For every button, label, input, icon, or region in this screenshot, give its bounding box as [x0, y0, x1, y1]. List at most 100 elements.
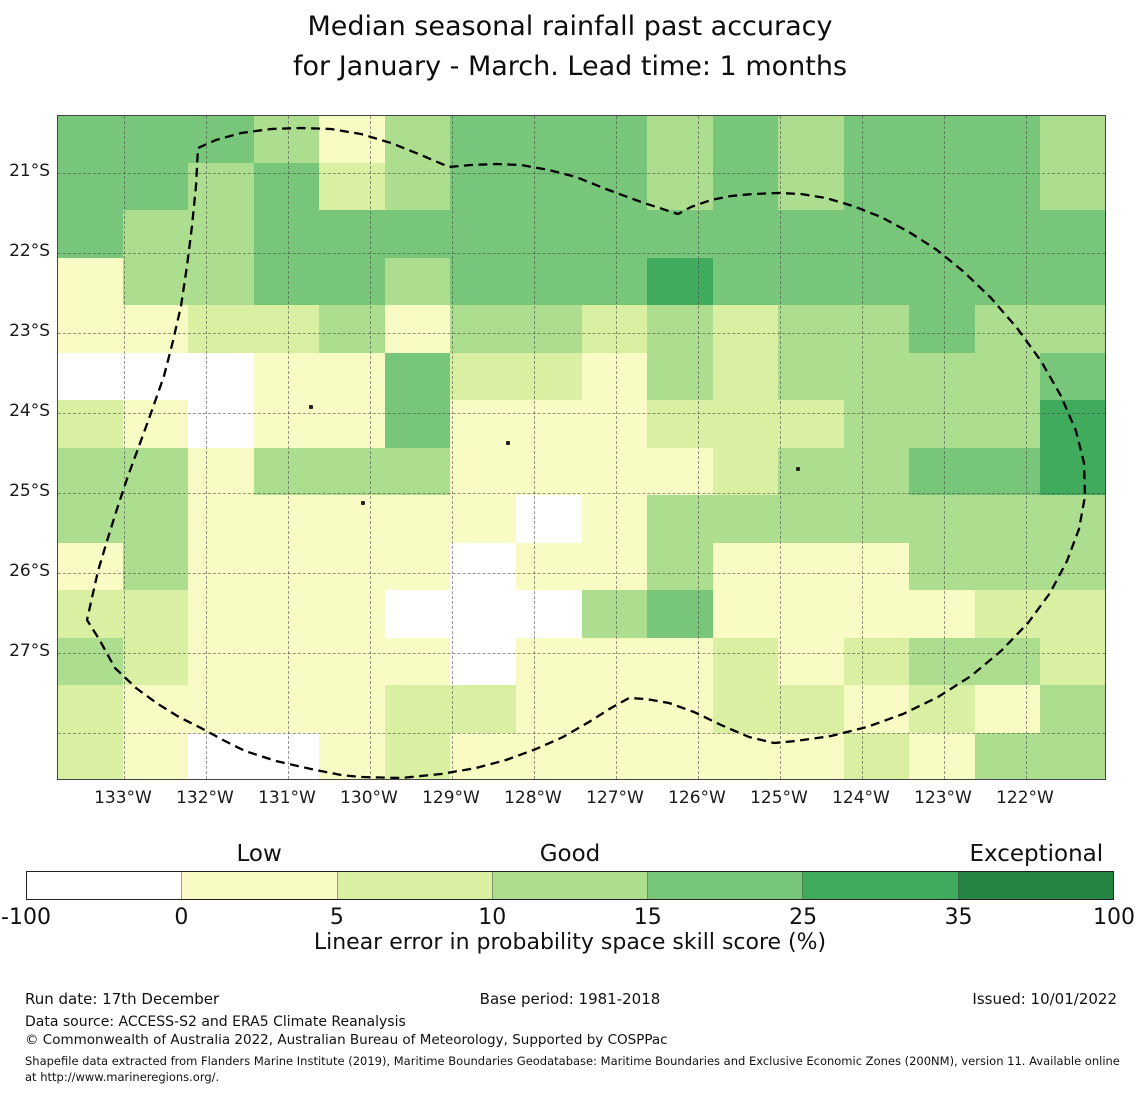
heatmap-cell: [647, 447, 715, 497]
heatmap-cell: [515, 257, 583, 307]
heatmap-cell: [122, 542, 190, 592]
heatmap-cell: [450, 542, 518, 592]
longitude-gridline: [698, 116, 699, 779]
heatmap-cell: [253, 590, 321, 639]
heatmap-cell: [909, 305, 977, 354]
heatmap-cell: [122, 352, 190, 402]
heatmap-cell: [843, 305, 911, 354]
heatmap-cell: [843, 495, 911, 544]
heatmap-cell: [319, 352, 387, 402]
heatmap-cell: [778, 732, 846, 779]
colorbar-tick-label: 100: [1093, 905, 1135, 930]
heatmap-cell: [843, 257, 911, 307]
heatmap-cell: [1040, 637, 1105, 687]
heatmap-cell: [712, 542, 780, 592]
heatmap-cell: [712, 400, 780, 449]
colorbar-tick-label: 5: [329, 905, 344, 930]
heatmap-cell: [450, 637, 518, 687]
heatmap-cell: [1040, 542, 1105, 592]
run-date-text: Run date: 17th December: [25, 990, 220, 1008]
latitude-tick-label: 26°S: [9, 561, 50, 581]
heatmap-cell: [647, 116, 715, 164]
heatmap-cell: [515, 590, 583, 639]
heatmap-cell: [778, 400, 846, 449]
heatmap-cell: [253, 495, 321, 544]
heatmap-cell: [253, 732, 321, 779]
colorbar-segment: [27, 872, 183, 899]
heatmap-cell: [909, 210, 977, 259]
heatmap-cell: [515, 447, 583, 497]
map-artifact-speck: [796, 467, 800, 471]
colorbar-tick-label: 15: [633, 905, 662, 930]
colorbar: [26, 871, 1114, 900]
colorbar-tick-label: 25: [789, 905, 818, 930]
heatmap-cell: [188, 210, 256, 259]
latitude-tick-label: 22°S: [9, 241, 50, 261]
heatmap-cell: [1040, 732, 1105, 779]
heatmap-cell: [778, 447, 846, 497]
base-period-text: Base period: 1981-2018: [479, 990, 661, 1008]
heatmap-cell: [1040, 447, 1105, 497]
heatmap-cell: [843, 210, 911, 259]
latitude-gridline: [58, 333, 1105, 334]
latitude-tick-label: 24°S: [9, 401, 50, 421]
colorbar-tick-label: 0: [174, 905, 189, 930]
heatmap-cell: [188, 447, 256, 497]
heatmap-cell: [188, 732, 256, 779]
latitude-gridline: [58, 493, 1105, 494]
heatmap-cell: [384, 400, 452, 449]
longitude-tick-label: 132°W: [176, 788, 234, 808]
heatmap-cell: [58, 447, 125, 497]
heatmap-cell: [974, 495, 1042, 544]
heatmap-cell: [712, 590, 780, 639]
heatmap-cell: [712, 352, 780, 402]
latitude-gridline: [58, 413, 1105, 414]
heatmap-cell: [581, 732, 649, 779]
colorbar-tick-label: -100: [1, 905, 51, 930]
heatmap-cell: [581, 257, 649, 307]
skill-category-label: Low: [236, 841, 282, 867]
heatmap-cell: [581, 495, 649, 544]
heatmap-cell: [384, 116, 452, 164]
heatmap-cell: [122, 210, 190, 259]
heatmap-cell: [253, 352, 321, 402]
heatmap-cell: [581, 637, 649, 687]
shapefile-note-text: Shapefile data extracted from Flanders M…: [25, 1054, 1120, 1085]
heatmap-cell: [450, 257, 518, 307]
eez-boundary-layer: [85, 126, 1087, 779]
heatmap-cell: [384, 447, 452, 497]
heatmap-cell: [253, 257, 321, 307]
heatmap-cell: [58, 400, 125, 449]
heatmap-cell: [909, 590, 977, 639]
longitude-gridline: [370, 116, 371, 779]
heatmap-cell: [778, 352, 846, 402]
heatmap-cell: [319, 305, 387, 354]
heatmap-cell: [515, 495, 583, 544]
heatmap-cell: [319, 685, 387, 734]
heatmap-cell: [515, 162, 583, 212]
heatmap-cell: [778, 495, 846, 544]
heatmap-cell: [647, 210, 715, 259]
heatmap-cell: [1040, 162, 1105, 212]
heatmap-cell: [647, 352, 715, 402]
latitude-gridline: [58, 733, 1105, 734]
longitude-tick-label: 123°W: [914, 788, 972, 808]
heatmap-cell: [122, 590, 190, 639]
longitude-gridline: [1026, 116, 1027, 779]
heatmap-cell: [712, 116, 780, 164]
heatmap-cell: [581, 162, 649, 212]
colorbar-segment: [803, 872, 959, 899]
heatmap-cell: [647, 542, 715, 592]
heatmap-cell: [515, 210, 583, 259]
heatmap-cell: [647, 590, 715, 639]
chart-title-line1: Median seasonal rainfall past accuracy: [307, 11, 833, 42]
heatmap-cell: [319, 637, 387, 687]
skill-heatmap: [57, 115, 1106, 780]
heatmap-cell: [909, 257, 977, 307]
colorbar-segment: [492, 872, 649, 899]
heatmap-cell: [712, 447, 780, 497]
longitude-tick-label: 122°W: [996, 788, 1054, 808]
heatmap-cell: [843, 447, 911, 497]
heatmap-cell: [450, 305, 518, 354]
heatmap-cell: [253, 637, 321, 687]
